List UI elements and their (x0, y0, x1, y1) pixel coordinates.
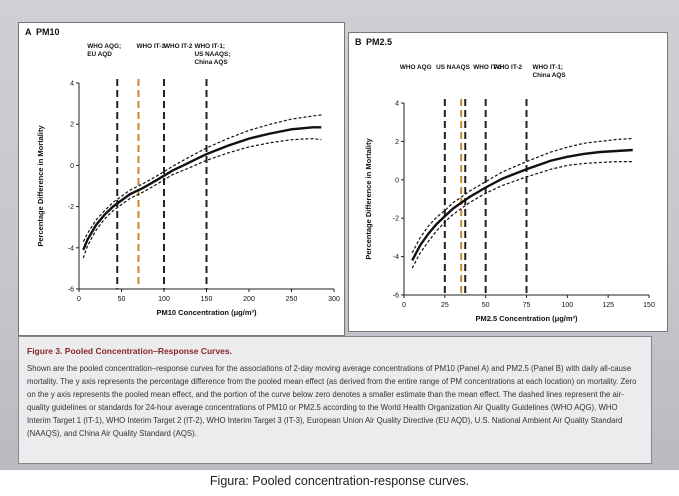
guideline-label: US NAAQS; (195, 51, 231, 58)
y-tick-label: 0 (395, 177, 399, 184)
x-tick-label: 0 (77, 296, 81, 303)
x-tick-label: 75 (523, 302, 531, 309)
y-axis-label: Percentage Difference in Mortality (364, 138, 373, 260)
figure-title: Figure 3. Pooled Concentration–Response … (27, 346, 232, 356)
guideline-label: WHO AQG; (87, 43, 121, 50)
y-tick-label: 0 (70, 163, 74, 170)
y-tick-label: 2 (395, 139, 399, 146)
x-tick-label: 50 (118, 296, 126, 303)
guideline-label: WHO IT-2 (164, 43, 193, 50)
panel-b-frame: B PM2.5 WHO AQG US NAAQS WHO IT-3 WHO IT-2 WHO… (348, 32, 668, 332)
x-tick-label: 300 (328, 296, 340, 303)
panel-title: PM10 (36, 27, 60, 37)
guideline-label: WHO IT-1; (195, 43, 226, 50)
panel-title: PM2.5 (366, 37, 392, 47)
lower-ci-curve (411, 161, 633, 269)
x-tick-label: 125 (602, 302, 614, 309)
x-tick-label: 150 (643, 302, 655, 309)
guideline-label: WHO IT-2 (494, 64, 523, 71)
lower-ci-curve (82, 137, 322, 259)
y-tick-label: -4 (393, 254, 399, 261)
y-tick-label: -4 (68, 245, 74, 252)
guideline-label: EU AQD (87, 51, 112, 58)
x-tick-label: 100 (158, 296, 170, 303)
estimate-curve (82, 126, 322, 251)
guideline-label: WHO IT-1; (533, 64, 564, 71)
x-axis-label: PM10 Concentration (μg/m³) (156, 308, 257, 317)
guideline-label: WHO IT-3 (473, 64, 502, 71)
x-tick-label: 150 (201, 296, 213, 303)
y-tick-label: 2 (70, 122, 74, 129)
x-tick-label: 100 (561, 302, 573, 309)
caption-bar (0, 470, 679, 496)
x-axis-label: PM2.5 Concentration (μg/m³) (475, 314, 578, 323)
upper-ci-curve (82, 114, 322, 242)
guideline-label: WHO AQG (400, 64, 432, 71)
figure-caption: Figura: Pooled concentration-response cu… (209, 474, 470, 488)
y-tick-label: 4 (395, 101, 399, 108)
panel-label: A (25, 27, 32, 37)
x-tick-label: 0 (402, 302, 406, 309)
x-tick-label: 250 (286, 296, 298, 303)
estimate-curve (411, 148, 633, 261)
guideline-label: China AQS (195, 59, 229, 66)
figure-legend-box: Figure 3. Pooled Concentration–Response … (18, 336, 652, 464)
x-tick-label: 25 (441, 302, 449, 309)
figure-legend-text: Shown are the pooled concentration–respo… (27, 364, 637, 438)
y-tick-label: -2 (68, 204, 74, 211)
guideline-label: WHO IT-3 (137, 43, 166, 50)
x-tick-label: 200 (243, 296, 255, 303)
guideline-label: US NAAQS (436, 64, 470, 71)
upper-ci-curve (411, 137, 633, 254)
guideline-label: China AQS (533, 72, 567, 79)
panel-a-frame: A PM10 WHO AQG; EU AQD WHO IT-3 WHO IT-2 WHO I… (18, 22, 345, 336)
y-tick-label: -2 (393, 216, 399, 223)
panel-label: B (355, 37, 362, 47)
y-tick-label: -6 (68, 287, 74, 294)
y-axis-label: Percentage Difference in Mortality (36, 125, 45, 247)
y-tick-label: -6 (393, 293, 399, 300)
y-tick-label: 4 (70, 81, 74, 88)
panel-a-chart: A PM10 WHO AQG;EU AQD WHO IT-3 WHO IT-2 WHO I… (25, 27, 340, 317)
x-tick-label: 50 (482, 302, 490, 309)
